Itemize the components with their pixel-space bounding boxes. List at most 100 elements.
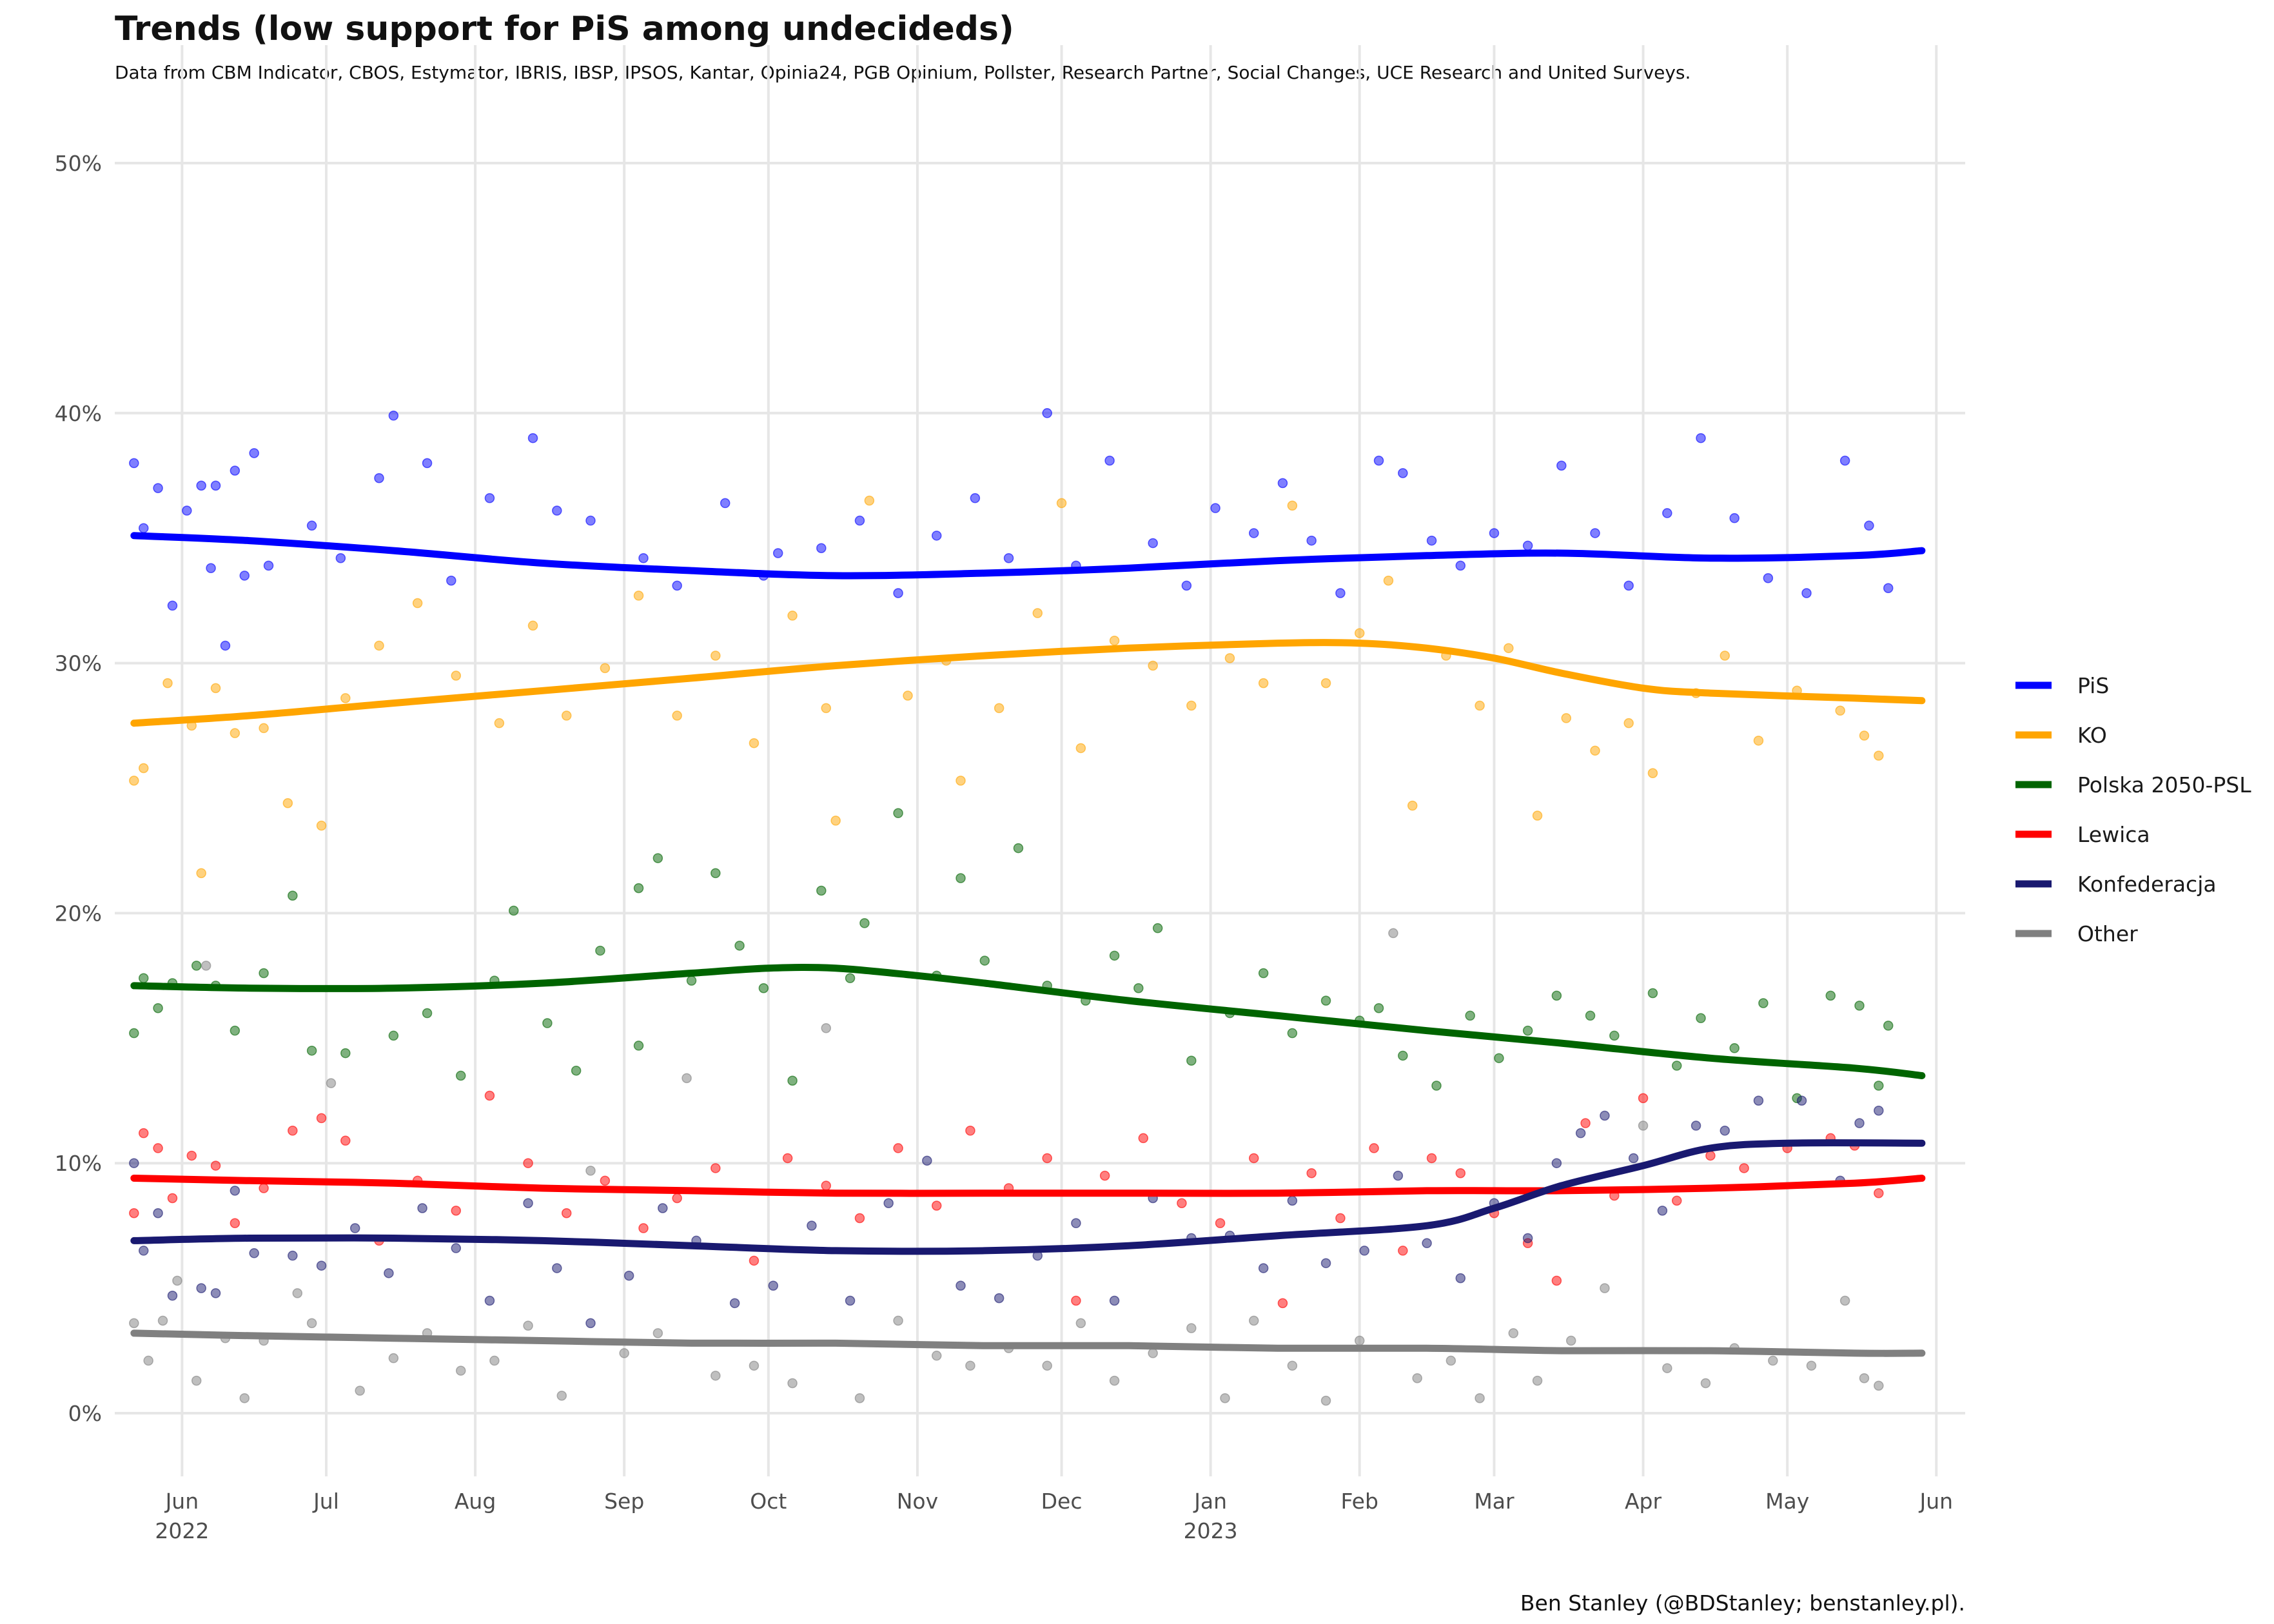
x-tick-label: Jun bbox=[164, 1489, 199, 1514]
data-point-other bbox=[1320, 1395, 1331, 1406]
data-point-polska-2050-psl bbox=[571, 1065, 582, 1076]
data-point-konfederacja bbox=[196, 1283, 206, 1293]
data-point-other bbox=[1839, 1295, 1850, 1306]
legend-item-polska-2050-psl: Polska 2050-PSL bbox=[2015, 772, 2251, 797]
data-point-other bbox=[292, 1288, 303, 1298]
data-point-other bbox=[355, 1385, 365, 1396]
data-point-lewica bbox=[1426, 1153, 1437, 1164]
data-point-konfederacja bbox=[623, 1270, 634, 1281]
data-point-ko bbox=[230, 728, 240, 738]
data-point-ko bbox=[1407, 800, 1418, 811]
data-point-konfederacja bbox=[316, 1260, 327, 1271]
x-tick-label: Mar bbox=[1474, 1489, 1514, 1514]
data-point-ko bbox=[412, 598, 423, 609]
data-point-konfederacja bbox=[138, 1246, 149, 1256]
data-point-pis bbox=[206, 563, 216, 573]
data-point-lewica bbox=[1638, 1093, 1649, 1104]
x-tick-label: Dec bbox=[1041, 1489, 1083, 1514]
data-point-konfederacja bbox=[1657, 1206, 1668, 1216]
data-point-ko bbox=[138, 763, 149, 774]
data-point-lewica bbox=[1335, 1213, 1346, 1224]
data-point-konfederacja bbox=[1455, 1273, 1466, 1284]
data-point-konfederacja bbox=[230, 1186, 240, 1196]
data-point-ko bbox=[1859, 730, 1870, 741]
data-point-polska-2050-psl bbox=[1287, 1028, 1298, 1039]
x-tick-label: Oct bbox=[750, 1489, 787, 1514]
trend-line-ko bbox=[130, 639, 1926, 727]
data-point-konfederacja bbox=[768, 1280, 779, 1291]
data-point-ko bbox=[1354, 628, 1365, 638]
x-tick-year-label: 2022 bbox=[155, 1518, 209, 1543]
data-point-pis bbox=[527, 433, 538, 444]
trend-line-other bbox=[130, 1329, 1926, 1357]
data-point-polska-2050-psl bbox=[1109, 950, 1120, 961]
data-point-konfederacja bbox=[1258, 1263, 1269, 1273]
legend-item-lewica: Lewica bbox=[2015, 822, 2150, 847]
legend-label: Polska 2050-PSL bbox=[2077, 772, 2251, 797]
data-point-ko bbox=[1320, 678, 1331, 689]
trend-lines bbox=[130, 532, 1926, 1357]
data-point-other bbox=[201, 961, 211, 971]
data-point-polska-2050-psl bbox=[1258, 968, 1269, 979]
data-point-pis bbox=[672, 580, 682, 591]
data-point-pis bbox=[1801, 588, 1812, 598]
data-point-polska-2050-psl bbox=[288, 890, 298, 901]
data-point-other bbox=[1388, 928, 1398, 939]
data-point-polska-2050-psl bbox=[711, 868, 721, 879]
data-point-konfederacja bbox=[552, 1263, 562, 1273]
data-point-konfederacja bbox=[384, 1268, 394, 1278]
data-point-polska-2050-psl bbox=[1609, 1030, 1620, 1041]
data-point-lewica bbox=[1874, 1188, 1884, 1198]
data-point-polska-2050-psl bbox=[633, 883, 644, 894]
legend-label: Other bbox=[2077, 921, 2138, 946]
data-point-ko bbox=[494, 718, 505, 729]
data-point-polska-2050-psl bbox=[1696, 1013, 1706, 1024]
data-point-lewica bbox=[484, 1090, 495, 1101]
data-point-lewica bbox=[230, 1218, 240, 1229]
x-tick-year-label: 2023 bbox=[1184, 1518, 1238, 1543]
data-point-pis bbox=[1489, 528, 1500, 538]
data-point-pis bbox=[153, 483, 163, 493]
x-tick-label: May bbox=[1765, 1489, 1809, 1514]
data-point-pis bbox=[1210, 503, 1220, 513]
data-point-polska-2050-psl bbox=[1825, 990, 1836, 1001]
data-point-konfederacja bbox=[451, 1243, 462, 1253]
data-point-other bbox=[1075, 1318, 1086, 1329]
data-point-polska-2050-psl bbox=[129, 1028, 139, 1039]
legend-item-pis: PiS bbox=[2015, 673, 2109, 698]
chart-title: Trends (low support for PiS among undeci… bbox=[115, 10, 1014, 48]
data-point-polska-2050-psl bbox=[1585, 1010, 1596, 1021]
data-point-pis bbox=[1556, 460, 1567, 471]
data-point-pis bbox=[1398, 468, 1408, 478]
data-point-polska-2050-psl bbox=[1647, 988, 1658, 999]
y-tick-label: 50% bbox=[55, 151, 102, 176]
x-tick-label: Apr bbox=[1625, 1489, 1662, 1514]
y-tick-label: 40% bbox=[55, 401, 102, 426]
data-point-pis bbox=[1522, 540, 1533, 551]
data-point-pis bbox=[484, 493, 495, 504]
y-tick-label: 10% bbox=[55, 1151, 102, 1176]
data-point-lewica bbox=[451, 1206, 462, 1216]
data-point-ko bbox=[1075, 743, 1086, 754]
data-point-polska-2050-psl bbox=[455, 1070, 466, 1081]
data-point-other bbox=[585, 1166, 596, 1176]
data-point-other bbox=[1148, 1348, 1158, 1358]
data-point-lewica bbox=[821, 1180, 832, 1191]
data-point-polska-2050-psl bbox=[1013, 843, 1024, 854]
data-point-konfederacja bbox=[1874, 1106, 1884, 1116]
data-point-polska-2050-psl bbox=[1465, 1010, 1475, 1021]
data-point-ko bbox=[374, 640, 384, 651]
data-point-konfederacja bbox=[1600, 1110, 1610, 1121]
data-point-pis bbox=[1662, 508, 1672, 518]
data-point-konfederacja bbox=[729, 1298, 740, 1309]
data-point-polska-2050-psl bbox=[1133, 983, 1144, 993]
data-point-other bbox=[1186, 1323, 1197, 1333]
data-point-konfederacja bbox=[1854, 1118, 1865, 1128]
data-point-pis bbox=[1763, 572, 1774, 583]
x-tick-label: Nov bbox=[897, 1489, 938, 1514]
data-point-polska-2050-psl bbox=[230, 1025, 240, 1036]
data-point-lewica bbox=[523, 1158, 533, 1168]
data-point-polska-2050-psl bbox=[734, 941, 745, 951]
data-point-konfederacja bbox=[153, 1208, 163, 1218]
